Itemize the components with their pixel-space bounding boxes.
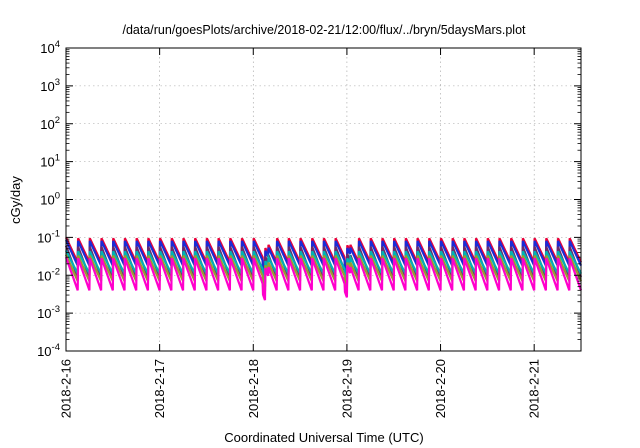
y-tick-label: 10-4 — [37, 342, 60, 359]
series-group — [64, 236, 583, 301]
y-tick-label: 104 — [40, 39, 60, 56]
y-tick-label: 10-1 — [37, 228, 60, 245]
y-tick-label: 103 — [40, 77, 60, 94]
y-tick-label: 100 — [40, 191, 60, 208]
y-tick-label: 101 — [40, 153, 60, 170]
x-tick-label: 2018-2-21 — [527, 359, 542, 418]
x-tick-label: 2018-2-20 — [433, 359, 448, 418]
x-tick-label: 2018-2-19 — [339, 359, 354, 418]
x-axis-label: Coordinated Universal Time (UTC) — [224, 430, 423, 445]
series-line-6 — [64, 256, 583, 301]
x-tick-label: 2018-2-18 — [246, 359, 261, 418]
x-tick-label: 2018-2-16 — [59, 359, 74, 418]
x-axis: 2018-2-16 2018-2-17 2018-2-18 2018-2-19 2018… — [59, 48, 542, 418]
chart-title: /data/run/goesPlots/archive/2018-02-21/1… — [122, 23, 526, 37]
grid — [66, 48, 581, 351]
x-tick-label: 2018-2-17 — [152, 359, 167, 418]
y-axis-label: cGy/day — [8, 176, 23, 224]
y-tick-label: 10-3 — [37, 304, 60, 321]
y-tick-label: 102 — [40, 115, 60, 132]
y-tick-label: 10-2 — [37, 266, 60, 283]
y-axis: 10-4 10-3 10-2 10-1 100 101 102 103 104 — [37, 39, 581, 359]
